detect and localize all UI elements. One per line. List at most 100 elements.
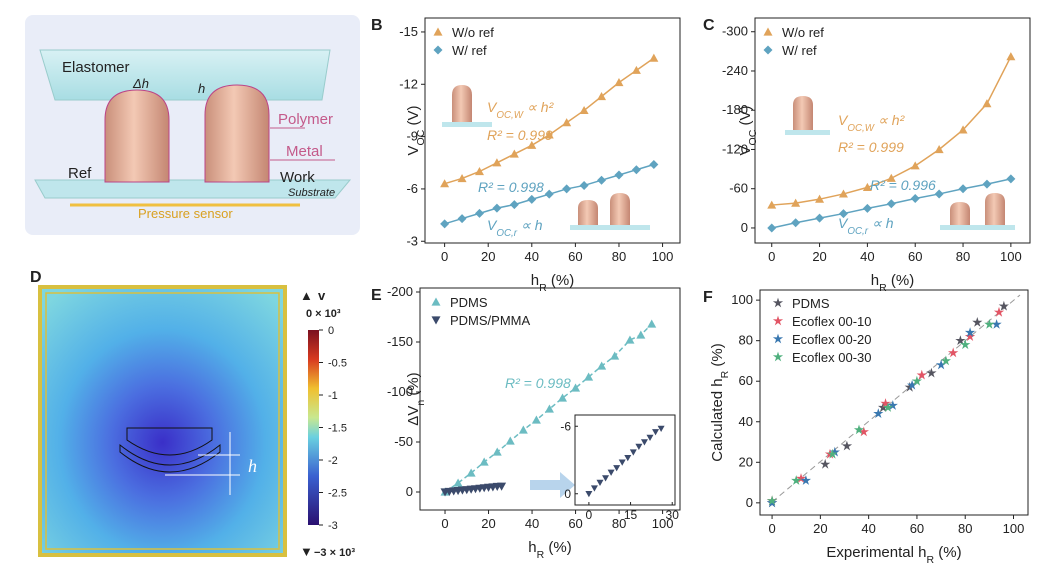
pillar — [452, 85, 472, 122]
x-tick-label: 80 — [956, 249, 970, 264]
label: Polymer — [278, 111, 333, 128]
panel-label: D — [30, 269, 42, 286]
data-point — [862, 203, 872, 213]
data-point — [907, 379, 918, 390]
x-axis-label: hR (%) — [871, 272, 914, 294]
subscript: OC,W — [496, 110, 524, 121]
data-point — [795, 473, 807, 483]
chart: B 0 20 40 60 80 100 -3 -6 -9 -12 -15 W/o ref W/ ref — [371, 17, 681, 264]
text-part: (%) — [544, 539, 572, 556]
data-point — [440, 179, 450, 188]
data-point — [492, 447, 502, 456]
data-point — [649, 53, 659, 62]
outline — [119, 443, 221, 473]
data-point — [882, 402, 894, 412]
text-part: Calculated h — [709, 378, 726, 461]
tick-label: -3 — [328, 520, 338, 532]
x-tick-label: 0 — [768, 249, 775, 264]
data-point — [862, 182, 872, 192]
arrow — [530, 472, 575, 498]
data-point — [791, 475, 802, 485]
colorbar-label: −3 × 10³ — [314, 547, 355, 559]
text-part: h — [871, 272, 879, 289]
annotation: VOC,W ∝ h² — [487, 99, 555, 121]
y-tick-label: -120 — [722, 141, 748, 156]
text-part: (%) — [405, 372, 422, 400]
data-point — [880, 398, 891, 408]
legend-label: Ecoflex 00-30 — [792, 350, 872, 365]
legend-label: PDMS/PMMA — [450, 313, 531, 328]
y-tick-label: -6 — [406, 181, 418, 196]
annotation: R² = 0.999 — [487, 127, 553, 143]
tick-label: 0 — [328, 325, 334, 337]
data-point — [544, 189, 554, 199]
pillar — [950, 202, 970, 225]
data-point — [960, 339, 971, 350]
x-tick-label: 100 — [652, 249, 674, 264]
data-point — [631, 165, 641, 175]
label: h — [198, 81, 205, 96]
data-point — [457, 173, 467, 183]
data-point — [998, 300, 1009, 311]
label: Ref — [68, 165, 92, 182]
annotation: VOC,r ∝ h — [838, 215, 894, 237]
subscript: R — [926, 554, 934, 566]
elastomer — [39, 49, 331, 101]
panel-d: D h ▲ ▼ v 0 × 10³ −3 × 10³ 0 -0.5 -1 -1.5 -2… — [30, 269, 355, 559]
outline — [126, 427, 213, 456]
text-part: h — [531, 272, 539, 289]
data-point — [935, 359, 947, 370]
pillar — [104, 89, 170, 183]
data-point — [766, 495, 778, 506]
marker: ▲ — [300, 288, 313, 303]
tick-label: -1 — [328, 390, 338, 402]
data-point — [886, 199, 896, 209]
x-tick-label: 20 — [481, 516, 495, 531]
pillar — [985, 193, 1005, 225]
data-point — [610, 351, 620, 360]
data-point — [571, 383, 581, 392]
x-axis-label: hR (%) — [531, 272, 574, 294]
plot-frame — [424, 17, 681, 244]
data-point — [527, 140, 537, 149]
data-point — [910, 161, 920, 170]
x-tick-label: 0 — [441, 516, 448, 531]
text-part: (%) — [887, 272, 915, 289]
text-part: ∝ h — [868, 215, 894, 231]
panel-label: E — [371, 287, 382, 304]
diagonal — [771, 294, 1021, 503]
data-point — [579, 180, 589, 190]
data-point — [829, 446, 840, 457]
legend-label: PDMS — [450, 295, 488, 310]
series-line — [444, 57, 655, 185]
text-part: (%) — [934, 544, 962, 561]
data-point — [558, 393, 568, 402]
subscript: OC,r — [496, 228, 517, 239]
chart: E 0 20 40 60 80 100 0 -50 -100 -150 -200 PDMS PDMS/PM… — [371, 284, 681, 531]
y-axis-label: VOC (V) — [737, 106, 759, 156]
data-point — [911, 375, 923, 386]
text-part: (V) — [405, 106, 422, 130]
x-tick-label: 40 — [861, 521, 875, 536]
data-point — [584, 372, 594, 381]
inset-point — [646, 434, 654, 441]
subscript: R — [719, 370, 731, 378]
inset-point — [613, 465, 621, 472]
pillar — [578, 200, 598, 225]
inset-point — [635, 443, 643, 450]
inset-point — [585, 490, 593, 498]
data-point — [982, 179, 992, 189]
plot-frame — [419, 287, 681, 511]
data-point — [916, 369, 927, 380]
y-tick-label: 0 — [746, 495, 753, 510]
x-tick-label: 15 — [624, 508, 638, 522]
inset-point — [596, 479, 604, 486]
y-tick-label: 60 — [739, 373, 753, 388]
label: Substrate — [288, 187, 335, 199]
data-point — [636, 330, 646, 339]
data-point — [993, 306, 1005, 317]
panel-label: B — [371, 17, 383, 34]
annotation: R² = 0.996 — [870, 177, 936, 193]
data-point — [474, 166, 484, 176]
colorbar — [308, 330, 319, 525]
